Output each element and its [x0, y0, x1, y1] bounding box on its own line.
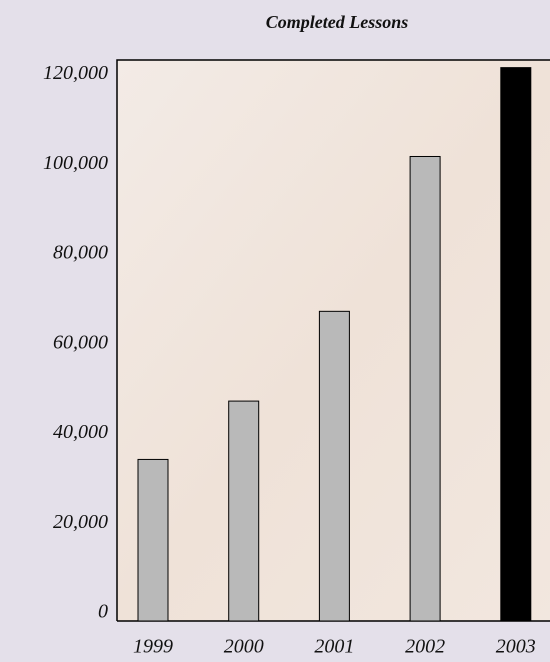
x-tick-label: 2002	[405, 636, 445, 658]
chart-title: Completed Lessons	[266, 12, 409, 32]
bar	[409, 155, 441, 622]
bar	[318, 310, 350, 622]
y-tick-label: 120,000	[43, 62, 108, 84]
x-tick-label: 1999	[133, 636, 173, 658]
y-tick-label: 80,000	[53, 242, 108, 264]
y-tick-label: 0	[98, 601, 108, 623]
y-tick-label: 60,000	[53, 331, 108, 353]
bar	[500, 67, 532, 622]
x-tick-label: 2003	[496, 636, 536, 658]
y-tick-label: 100,000	[43, 152, 108, 174]
y-tick-label: 40,000	[53, 421, 108, 443]
plot-frame	[116, 59, 550, 621]
x-tick-label: 2001	[314, 636, 354, 658]
bar	[137, 458, 169, 622]
bar	[228, 400, 260, 622]
x-tick-label: 2000	[224, 636, 264, 658]
y-tick-label: 20,000	[53, 511, 108, 533]
